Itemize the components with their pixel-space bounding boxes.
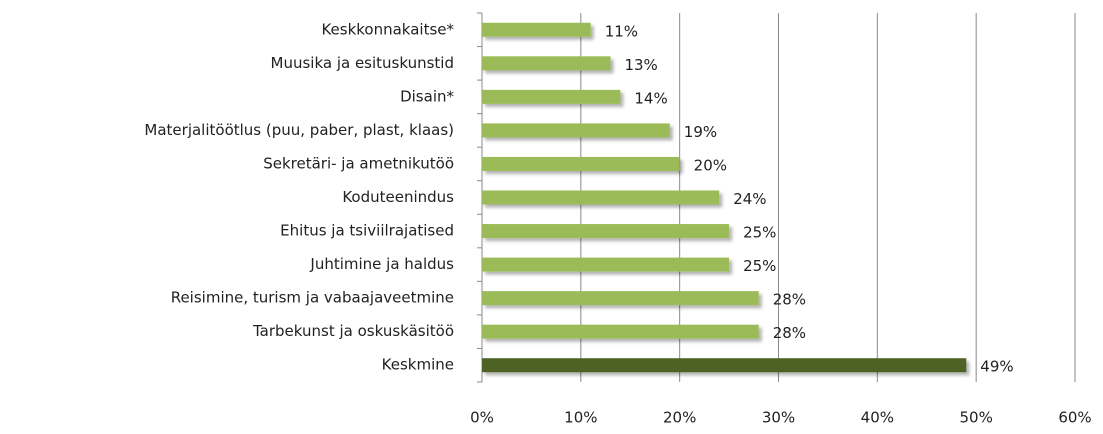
y-tick-label: Reisimine, turism ja vabaajaveetmine bbox=[171, 289, 454, 307]
x-tick-label: 20% bbox=[663, 409, 696, 427]
bar bbox=[482, 56, 611, 71]
bar bbox=[482, 224, 730, 239]
data-label: 11% bbox=[605, 22, 638, 40]
data-label: 25% bbox=[743, 224, 776, 242]
y-tick-label: Sekretäri- ja ametnikutöö bbox=[263, 154, 454, 172]
bar bbox=[482, 22, 591, 37]
y-tick-label: Keskmine bbox=[382, 356, 454, 374]
x-tick-label: 0% bbox=[470, 409, 494, 427]
y-tick-label: Keskkonnakaitse* bbox=[321, 20, 454, 38]
data-label: 13% bbox=[624, 56, 657, 74]
y-tick-label: Ehitus ja tsiviilrajatised bbox=[280, 222, 454, 240]
y-tick-label: Juhtimine ja haldus bbox=[309, 255, 454, 273]
bar bbox=[482, 123, 670, 138]
y-tick-label: Materjalitöötlus (puu, paber, plast, kla… bbox=[144, 121, 454, 139]
x-tick-label: 60% bbox=[1058, 409, 1091, 427]
bar bbox=[482, 257, 730, 272]
data-label: 24% bbox=[733, 190, 766, 208]
data-label: 14% bbox=[634, 89, 667, 107]
data-label: 28% bbox=[773, 291, 806, 309]
bar bbox=[482, 291, 759, 306]
bar bbox=[482, 324, 759, 339]
data-label: 25% bbox=[743, 257, 776, 275]
x-tick-label: 50% bbox=[959, 409, 992, 427]
y-tick-label: Koduteenindus bbox=[342, 188, 454, 206]
data-label: 49% bbox=[980, 358, 1013, 376]
x-tick-label: 30% bbox=[762, 409, 795, 427]
y-tick-label: Muusika ja esituskunstid bbox=[271, 54, 455, 72]
x-tick-label: 10% bbox=[564, 409, 597, 427]
y-tick-label: Tarbekunst ja oskuskäsitöö bbox=[252, 322, 454, 340]
x-tick-label: 40% bbox=[861, 409, 894, 427]
data-label: 19% bbox=[684, 123, 717, 141]
bar bbox=[482, 89, 621, 104]
bar bbox=[482, 358, 967, 373]
data-label: 28% bbox=[773, 324, 806, 342]
bar bbox=[482, 190, 720, 205]
y-tick-label: Disain* bbox=[400, 87, 454, 105]
bar bbox=[482, 156, 680, 171]
data-label: 20% bbox=[694, 156, 727, 174]
